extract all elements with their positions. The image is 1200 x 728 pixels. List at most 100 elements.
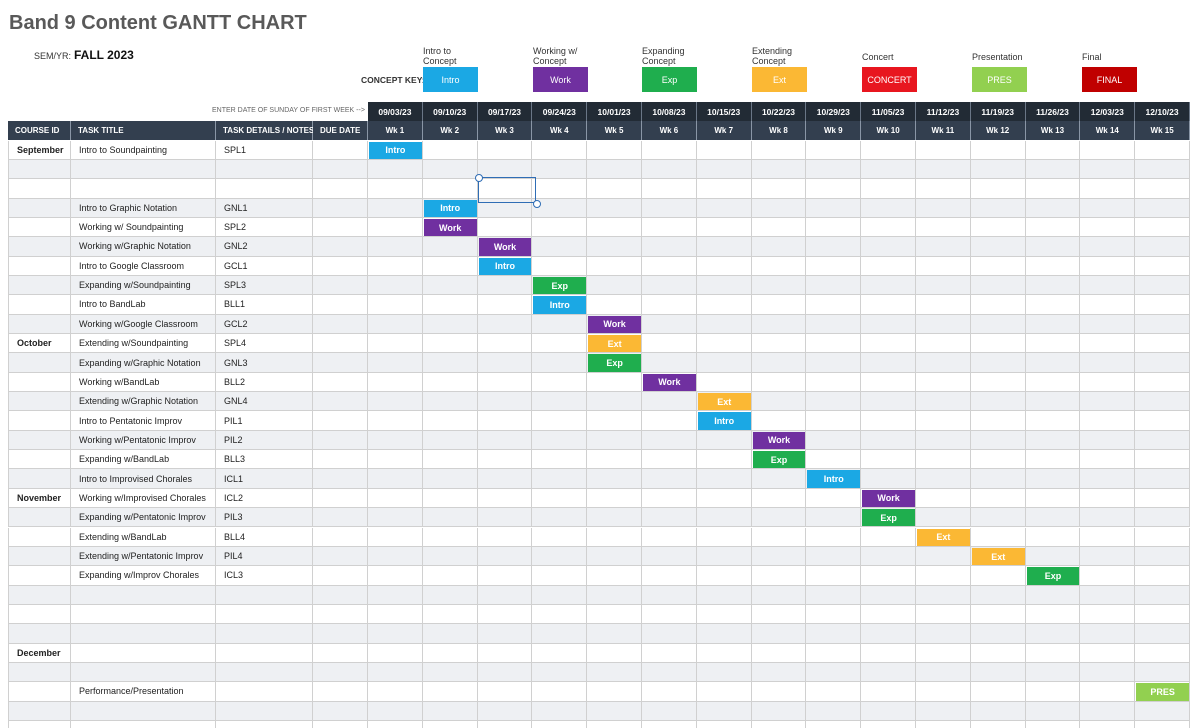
course-id (8, 295, 71, 315)
week-cell (368, 566, 423, 586)
week-cell (477, 179, 533, 199)
gantt-bar: Intro (369, 141, 422, 159)
course-id (8, 604, 71, 625)
course-id: December (8, 643, 71, 663)
week-cell (368, 353, 423, 373)
week-cell (368, 314, 423, 334)
week-cell (642, 430, 697, 451)
week-cell (696, 450, 752, 470)
due-date (313, 295, 368, 315)
week-cell (587, 217, 642, 238)
week-cell (368, 198, 423, 218)
week-cell (642, 508, 697, 528)
gantt-bar: Exp (1026, 567, 1080, 585)
week-cell (751, 546, 807, 567)
key-box: Ext (752, 67, 807, 92)
week-cell (916, 275, 971, 296)
week-cell (970, 256, 1026, 276)
week-cell (587, 295, 642, 315)
task-title: Expanding w/Soundpainting (71, 275, 216, 296)
task-details: PIL1 (216, 411, 313, 431)
week-cell (642, 488, 697, 509)
task-title: Working w/Pentatonic Improv (71, 430, 216, 451)
week-cell (970, 334, 1026, 354)
week-cell (696, 469, 752, 489)
week-cell (368, 256, 423, 276)
week-cell (1135, 217, 1190, 238)
due-date (313, 701, 368, 721)
week-cell (477, 701, 533, 721)
week-cell (1135, 140, 1190, 160)
course-id (8, 256, 71, 276)
task-title (71, 701, 216, 721)
week-cell (477, 721, 533, 728)
week-cell (1025, 198, 1081, 218)
task-title: Working w/BandLab (71, 372, 216, 393)
week-cell (696, 566, 752, 586)
week-cell (532, 721, 588, 728)
sem-value: FALL 2023 (74, 48, 134, 62)
week-cell (916, 217, 971, 238)
due-date (313, 546, 368, 567)
week-cell (368, 643, 423, 663)
week-cell (1135, 159, 1190, 180)
week-cell (861, 217, 916, 238)
week-cell (1135, 198, 1190, 218)
week-cell (696, 198, 752, 218)
week-cell (861, 179, 916, 199)
week-cell (696, 488, 752, 509)
week-cell (861, 643, 916, 663)
task-details (216, 585, 313, 605)
week-cell (368, 411, 423, 431)
due-date (313, 217, 368, 238)
week-cell (916, 353, 971, 373)
task-title: Extending w/BandLab (71, 527, 216, 547)
week-cell (970, 430, 1026, 451)
week-cell (642, 469, 697, 489)
week-cell (1135, 314, 1190, 334)
course-id (8, 314, 71, 334)
week-cell (532, 140, 588, 160)
week-cell (916, 682, 971, 702)
task-details: ICL1 (216, 469, 313, 489)
week-cell (970, 701, 1026, 721)
week-cell (1135, 585, 1190, 605)
week-cell (532, 198, 588, 218)
week-header: Wk 3 (477, 121, 533, 140)
due-date (313, 256, 368, 276)
week-cell (532, 430, 588, 451)
due-date (313, 585, 368, 605)
week-cell (696, 275, 752, 296)
due-date (313, 450, 368, 470)
week-cell (916, 237, 971, 257)
week-cell (1135, 353, 1190, 373)
week-cell (532, 450, 588, 470)
week-cell (751, 179, 807, 199)
week-cell (477, 643, 533, 663)
week-cell (1025, 392, 1081, 412)
task-details (216, 721, 313, 728)
week-cell (1080, 701, 1136, 721)
week-cell (806, 566, 862, 586)
week-cell (1080, 662, 1136, 683)
due-date (313, 334, 368, 354)
week-cell (696, 372, 752, 393)
week-cell (422, 392, 478, 412)
week-date: 10/01/23 (587, 102, 642, 121)
week-cell (696, 585, 752, 605)
task-title: Expanding w/BandLab (71, 450, 216, 470)
task-details: SPL1 (216, 140, 313, 160)
week-cell (970, 314, 1026, 334)
week-cell (477, 450, 533, 470)
week-cell (1025, 701, 1081, 721)
task-details: SPL4 (216, 334, 313, 354)
week-cell (806, 701, 862, 721)
week-cell (751, 198, 807, 218)
week-cell (477, 314, 533, 334)
week-cell (587, 546, 642, 567)
week-cell (532, 585, 588, 605)
week-cell (532, 372, 588, 393)
task-title: Working w/ Soundpainting (71, 217, 216, 238)
week-cell (806, 508, 862, 528)
week-cell (532, 527, 588, 547)
